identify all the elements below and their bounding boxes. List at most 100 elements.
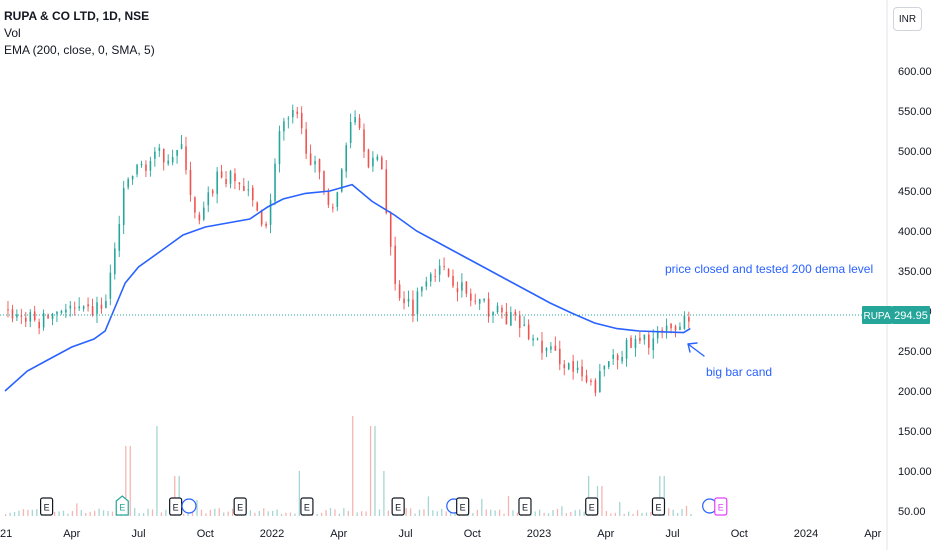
candle-body — [389, 212, 392, 247]
earnings-event-label: E — [460, 503, 466, 513]
candle-body — [283, 121, 285, 132]
candle-body — [599, 370, 601, 392]
volume-bar — [374, 426, 376, 516]
x-tick-label: 21 — [0, 528, 12, 540]
candle-body — [461, 282, 463, 291]
candle-body — [683, 315, 686, 329]
earnings-event-marker — [115, 495, 129, 516]
candle-body — [501, 307, 503, 313]
candle-body — [652, 338, 655, 351]
candle-body — [340, 169, 343, 192]
candle-body — [318, 159, 321, 173]
candle-body — [51, 313, 54, 319]
volume-bar — [27, 509, 29, 516]
dividend-event-marker — [181, 498, 197, 514]
volume-bar — [36, 509, 38, 516]
volume-bar — [267, 511, 269, 516]
volume-bar — [200, 509, 203, 516]
candle-body — [514, 311, 517, 315]
volume-bar — [490, 509, 492, 516]
candle-body — [269, 200, 272, 225]
currency-button[interactable]: INR — [893, 7, 922, 31]
volume-bar — [481, 498, 483, 516]
volume-bar — [85, 513, 87, 516]
volume-bar — [610, 513, 612, 516]
candle-body — [42, 313, 45, 328]
volume-bar — [209, 509, 211, 516]
volume-bar — [5, 513, 7, 516]
volume-bar — [570, 512, 572, 516]
candle-body — [381, 157, 383, 170]
candle-body — [661, 330, 663, 332]
volume-bar — [378, 509, 381, 516]
candle-body — [60, 310, 63, 313]
candle-body — [394, 245, 396, 284]
volume-bar — [619, 501, 621, 516]
volume-bar — [183, 513, 185, 516]
volume-bar — [503, 513, 505, 516]
volume-bar — [134, 508, 136, 516]
volume-bar — [552, 509, 554, 516]
volume-bar — [347, 510, 349, 516]
volume-bar — [405, 508, 407, 516]
candle-body — [194, 197, 196, 213]
x-tick-label: 2023 — [527, 528, 551, 540]
volume-bar — [298, 471, 300, 516]
candle-body — [518, 314, 521, 329]
volume-bar — [102, 510, 105, 516]
volume-bar — [369, 426, 372, 516]
candle-body — [127, 179, 129, 188]
legend-symbol[interactable]: RUPA & CO LTD, 1D, NSE — [4, 9, 150, 23]
candle-body — [492, 311, 494, 316]
volume-bar — [650, 512, 652, 516]
annotation-text-2[interactable]: big bar cand — [706, 365, 773, 379]
volume-bar — [681, 509, 683, 516]
volume-bar — [641, 512, 643, 516]
candle-body — [131, 175, 134, 180]
earnings-event-marker — [585, 497, 599, 516]
candle-body — [278, 130, 281, 165]
volume-bar — [98, 508, 100, 516]
earnings-event-label: E — [119, 503, 125, 513]
volume-bar — [565, 513, 567, 516]
candle-body — [211, 190, 214, 194]
candle-body — [207, 192, 210, 206]
volume-bar — [80, 510, 82, 516]
earnings-event-label: E — [237, 503, 243, 513]
volume-bar — [263, 508, 265, 516]
legend-volume[interactable]: Vol — [4, 26, 21, 40]
candle-body — [189, 169, 192, 195]
candle-body — [314, 161, 316, 165]
candle-body — [621, 357, 623, 362]
candle-body — [327, 191, 330, 205]
candle-body — [73, 307, 76, 309]
volume-bar — [441, 508, 443, 516]
candle-body — [594, 380, 597, 393]
volume-bar — [338, 513, 341, 516]
candle-body — [349, 122, 352, 143]
price-tag-symbol: RUPA — [863, 311, 890, 322]
volume-bar — [249, 510, 252, 516]
volume-bar — [628, 511, 630, 516]
legend-ema[interactable]: EMA (200, close, 0, SMA, 5) — [4, 43, 155, 57]
volume-bar — [231, 508, 234, 516]
candle-body — [639, 337, 641, 341]
volume-bar — [218, 508, 220, 516]
volume-bar — [450, 510, 452, 516]
x-tick-label: Jul — [398, 528, 412, 540]
volume-bar — [383, 471, 385, 516]
volume-bar — [334, 509, 336, 516]
candle-body — [679, 326, 681, 330]
x-tick-label: 2022 — [260, 528, 284, 540]
volume-bar — [280, 513, 283, 516]
candle-body — [158, 147, 161, 151]
x-tick-label: Oct — [464, 528, 481, 540]
candle-body — [407, 298, 410, 302]
volume-bar — [196, 499, 198, 516]
candle-body — [372, 157, 374, 167]
candle-body — [323, 171, 325, 191]
candle-body — [296, 111, 299, 115]
annotation-text-1[interactable]: price closed and tested 200 dema level — [665, 262, 874, 276]
y-tick-label: 150.00 — [898, 426, 932, 438]
